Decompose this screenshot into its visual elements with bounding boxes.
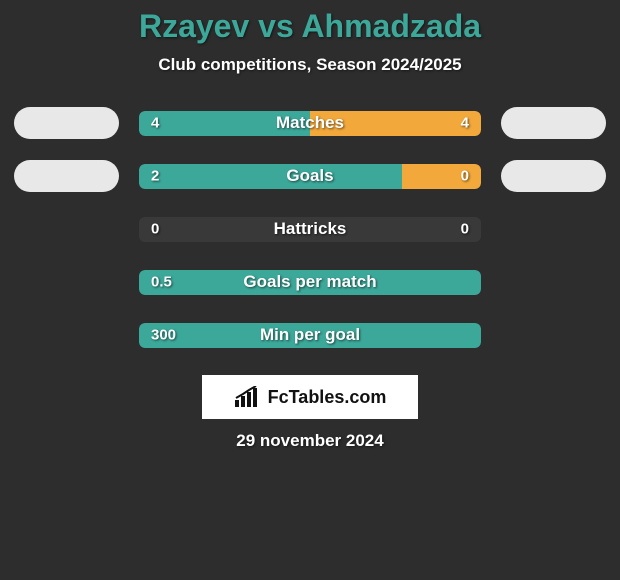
player-left-oval <box>14 160 119 192</box>
player-left-oval <box>14 107 119 139</box>
date-label: 29 november 2024 <box>0 431 620 451</box>
stat-bar: Matches 4 4 <box>139 111 481 136</box>
stat-label: Matches <box>276 113 344 133</box>
stat-value-left: 2 <box>151 168 159 185</box>
player-right-oval <box>501 107 606 139</box>
page-title: Rzayev vs Ahmadzada <box>0 8 620 45</box>
stat-value-left: 300 <box>151 327 176 344</box>
stat-row: Hattricks 0 0 <box>0 213 620 245</box>
stats-rows: Matches 4 4 Goals 2 0 Hattricks 0 0 Goals per mat… <box>0 107 620 351</box>
stat-bar: Min per goal 300 <box>139 323 481 348</box>
stat-value-left: 0 <box>151 221 159 238</box>
player-right-oval <box>501 160 606 192</box>
brand-box: FcTables.com <box>202 375 418 419</box>
stat-row: Goals per match 0.5 <box>0 266 620 298</box>
stat-bar: Hattricks 0 0 <box>139 217 481 242</box>
stat-label: Goals per match <box>243 272 376 292</box>
stat-row: Min per goal 300 <box>0 319 620 351</box>
stat-value-left: 0.5 <box>151 274 172 291</box>
stat-value-right: 0 <box>461 168 469 185</box>
stat-bar: Goals 2 0 <box>139 164 481 189</box>
stat-bar-right <box>402 164 481 189</box>
stat-label: Goals <box>286 166 333 186</box>
stat-bar-left <box>139 164 402 189</box>
stat-label: Hattricks <box>274 219 347 239</box>
brand-chart-icon <box>234 386 262 408</box>
brand-text: FcTables.com <box>268 387 387 408</box>
stat-row: Matches 4 4 <box>0 107 620 139</box>
stat-bar: Goals per match 0.5 <box>139 270 481 295</box>
stat-value-right: 4 <box>461 115 469 132</box>
stat-value-left: 4 <box>151 115 159 132</box>
stat-row: Goals 2 0 <box>0 160 620 192</box>
stat-label: Min per goal <box>260 325 360 345</box>
subtitle: Club competitions, Season 2024/2025 <box>0 55 620 75</box>
stat-value-right: 0 <box>461 221 469 238</box>
